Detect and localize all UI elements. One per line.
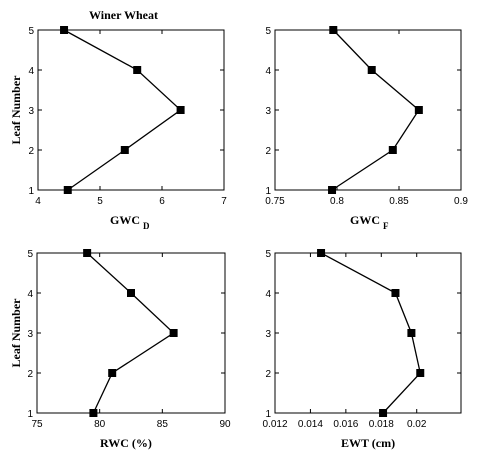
data-point — [108, 369, 117, 377]
data-point — [367, 66, 376, 74]
y-tick-label: 2 — [265, 369, 271, 380]
y-tick-label: 3 — [28, 106, 34, 117]
y-tick-label: 5 — [27, 249, 33, 260]
chart-panel-4: 0.012 0.014 0.016 0.018 0.02 1 2 3 4 5 EWT (cm) — [262, 249, 462, 450]
chart-panel-1: 4 5 6 7 1 2 3 4 5 GWC D Leaf Number Winer Wheat — [9, 8, 227, 231]
y-axis-label: Leaf Number — [9, 75, 23, 145]
plot-frame — [37, 29, 225, 191]
series-line — [86, 252, 175, 414]
x-axis-label: GWC F — [350, 213, 389, 231]
series-line — [63, 29, 182, 191]
y-tick-label: 4 — [28, 66, 34, 77]
data-point — [127, 289, 135, 297]
y-tick-label: 1 — [265, 186, 271, 197]
data-point — [176, 106, 185, 114]
data-point — [329, 26, 338, 34]
x-tick-label: 0.75 — [265, 196, 285, 207]
plot-frame — [274, 252, 462, 414]
x-tick-label: 85 — [157, 419, 169, 430]
data-point — [388, 146, 397, 154]
x-tick-label: 0.016 — [333, 419, 358, 430]
data-point — [317, 249, 326, 257]
x-axis-label: GWC D — [110, 213, 150, 231]
x-tick-label: 0.9 — [454, 196, 468, 207]
x-tick-label: 7 — [221, 196, 227, 207]
y-tick-label: 3 — [27, 329, 33, 340]
x-tick-label: 4 — [35, 196, 41, 207]
data-point — [169, 329, 178, 337]
y-tick-label: 5 — [28, 26, 34, 37]
panel-title: Winer Wheat — [89, 8, 158, 22]
x-tick-label: 75 — [31, 419, 43, 430]
data-point — [391, 289, 400, 297]
data-point — [407, 329, 416, 337]
y-axis-label: Leaf Number — [9, 298, 23, 368]
chart-panel-3: 75 80 85 90 1 2 3 4 5 RWC (%) Leaf Number — [9, 249, 231, 450]
y-tick-label: 3 — [265, 106, 271, 117]
y-tick-label: 3 — [265, 329, 271, 340]
chart-panel-2: 0.75 0.8 0.85 0.9 1 2 3 4 5 GWC F — [265, 26, 468, 231]
x-tick-label: 0.014 — [298, 419, 323, 430]
data-point — [83, 249, 92, 257]
data-point — [60, 26, 69, 34]
x-axis-label-subscript: D — [143, 221, 150, 231]
plot-frame — [36, 252, 226, 414]
data-point — [414, 106, 423, 114]
y-tick-label: 1 — [27, 409, 33, 420]
y-tick-label: 5 — [265, 249, 271, 260]
x-tick-label: 80 — [94, 419, 106, 430]
y-tick-label: 2 — [265, 146, 271, 157]
x-tick-label: 90 — [219, 419, 231, 430]
data-point — [133, 66, 142, 74]
data-point — [379, 409, 388, 417]
x-axis-label: RWC (%) — [100, 436, 152, 450]
x-tick-label: 5 — [97, 196, 103, 207]
y-tick-label: 4 — [265, 289, 271, 300]
x-tick-label: 6 — [159, 196, 165, 207]
series-line — [320, 252, 421, 414]
y-tick-label: 1 — [265, 409, 271, 420]
y-tick-label: 4 — [265, 66, 271, 77]
y-tick-label: 4 — [27, 289, 33, 300]
y-tick-label: 2 — [28, 146, 34, 157]
x-tick-label: 0.85 — [389, 196, 409, 207]
data-point — [63, 186, 72, 194]
x-tick-label: 0.018 — [369, 419, 394, 430]
y-tick-label: 5 — [265, 26, 271, 37]
series-line — [331, 29, 420, 191]
y-tick-label: 1 — [28, 186, 34, 197]
data-point — [416, 369, 425, 377]
x-tick-label: 0.02 — [407, 419, 427, 430]
x-tick-label: 0.012 — [262, 419, 287, 430]
x-axis-label: EWT (cm) — [341, 436, 395, 450]
y-tick-label: 2 — [27, 369, 33, 380]
data-point — [89, 409, 98, 417]
x-axis-label-subscript: F — [383, 221, 389, 231]
data-point — [328, 186, 337, 194]
x-tick-label: 0.8 — [330, 196, 344, 207]
data-point — [120, 146, 129, 154]
